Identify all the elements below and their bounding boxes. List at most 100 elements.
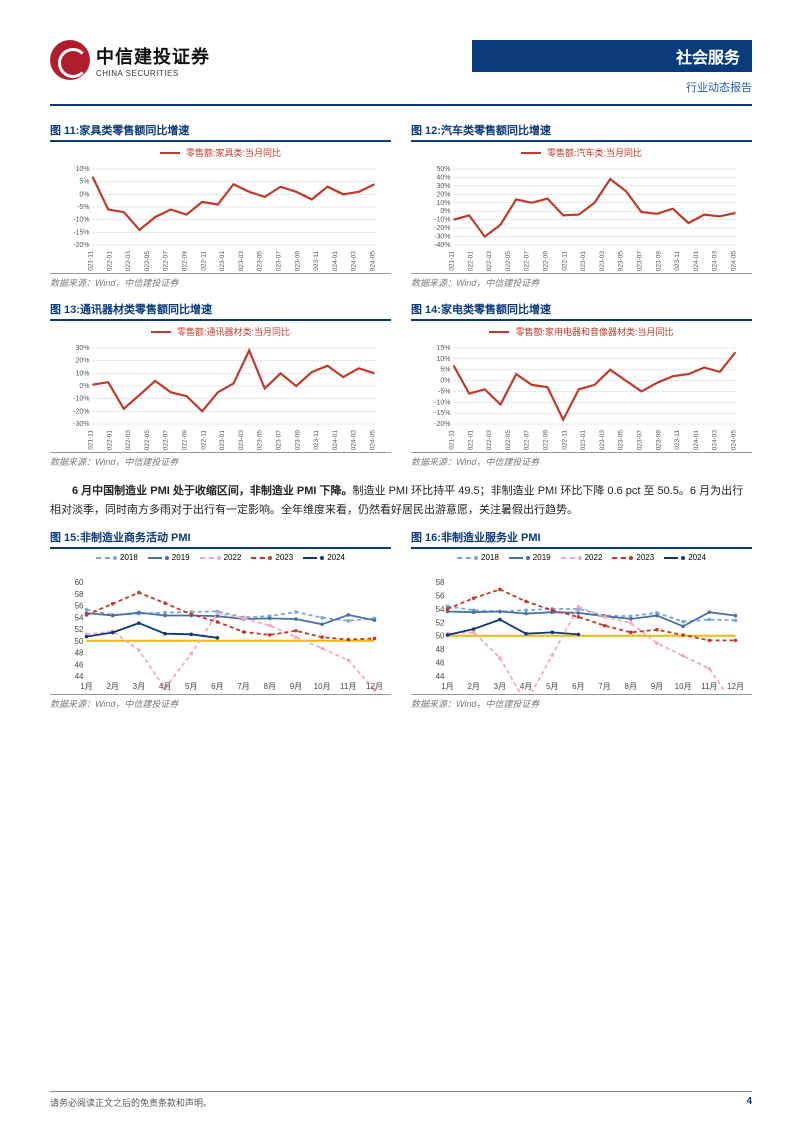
svg-text:2023-05: 2023-05 bbox=[257, 430, 264, 450]
legend-year: 2018 bbox=[481, 553, 499, 562]
svg-text:2022-11: 2022-11 bbox=[200, 430, 207, 450]
svg-text:6月: 6月 bbox=[211, 682, 223, 691]
svg-text:2022-09: 2022-09 bbox=[543, 251, 550, 271]
svg-text:20%: 20% bbox=[75, 358, 89, 365]
legend-label: 零售额:通讯器材类:当月同比 bbox=[177, 325, 290, 338]
svg-text:54: 54 bbox=[436, 605, 445, 614]
svg-text:4月: 4月 bbox=[159, 682, 171, 691]
svg-text:2022-03: 2022-03 bbox=[125, 430, 132, 450]
legend-swatch bbox=[96, 557, 110, 559]
svg-text:-15%: -15% bbox=[73, 229, 89, 236]
legend-label: 零售额:汽车类:当月同比 bbox=[547, 146, 642, 159]
svg-text:-10%: -10% bbox=[434, 217, 450, 224]
svg-text:2024-03: 2024-03 bbox=[712, 430, 719, 450]
page-footer: 请务必阅读正文之后的免责条款和声明。 4 bbox=[50, 1091, 752, 1109]
svg-text:7月: 7月 bbox=[598, 682, 610, 691]
svg-text:2024-03: 2024-03 bbox=[351, 251, 358, 271]
svg-text:10%: 10% bbox=[75, 370, 89, 377]
svg-text:2023-01: 2023-01 bbox=[219, 251, 226, 271]
svg-text:2月: 2月 bbox=[467, 682, 479, 691]
svg-text:2022-07: 2022-07 bbox=[163, 430, 170, 450]
svg-text:48: 48 bbox=[75, 649, 84, 658]
svg-text:52: 52 bbox=[436, 619, 445, 628]
svg-text:56: 56 bbox=[436, 592, 445, 601]
svg-text:2023-03: 2023-03 bbox=[238, 251, 245, 271]
svg-text:12月: 12月 bbox=[727, 682, 744, 691]
legend-item: 2019 bbox=[148, 553, 190, 562]
bottom-chart-grid: 图 15:非制造业商务活动 PMI 2018 2019 2022 2023 20… bbox=[50, 529, 752, 710]
legend-swatch bbox=[251, 557, 265, 559]
legend-swatch bbox=[561, 557, 575, 559]
svg-text:2024-05: 2024-05 bbox=[370, 430, 377, 450]
chart-card-15: 图 15:非制造业商务活动 PMI 2018 2019 2022 2023 20… bbox=[50, 529, 391, 710]
legend-item: 2023 bbox=[251, 553, 293, 562]
legend-dot-icon bbox=[681, 556, 685, 560]
svg-text:2023-11: 2023-11 bbox=[313, 251, 320, 271]
legend-swatch bbox=[148, 557, 162, 559]
svg-text:2021-11: 2021-11 bbox=[449, 430, 456, 450]
svg-text:2023-05: 2023-05 bbox=[618, 430, 625, 450]
svg-text:-20%: -20% bbox=[434, 225, 450, 232]
svg-text:2023-07: 2023-07 bbox=[276, 251, 283, 271]
svg-text:2022-01: 2022-01 bbox=[106, 430, 113, 450]
legend-item: 2022 bbox=[200, 553, 242, 562]
svg-text:10月: 10月 bbox=[675, 682, 692, 691]
svg-text:52: 52 bbox=[75, 625, 84, 634]
svg-text:30%: 30% bbox=[436, 183, 450, 190]
svg-text:-10%: -10% bbox=[73, 396, 89, 403]
svg-text:12月: 12月 bbox=[366, 682, 383, 691]
svg-text:44: 44 bbox=[436, 672, 445, 681]
svg-text:2023-09: 2023-09 bbox=[655, 430, 662, 450]
top-chart-grid: 图 11:家具类零售额同比增速 零售额:家具类:当月同比 -20%-15%-10… bbox=[50, 122, 752, 468]
svg-text:2023-01: 2023-01 bbox=[580, 251, 587, 271]
legend-swatch bbox=[489, 331, 509, 333]
svg-text:30%: 30% bbox=[75, 345, 89, 352]
svg-text:2023-11: 2023-11 bbox=[674, 251, 681, 271]
legend-item: 2023 bbox=[612, 553, 654, 562]
svg-text:-30%: -30% bbox=[434, 234, 450, 241]
svg-text:2022-07: 2022-07 bbox=[524, 251, 531, 271]
header-rule bbox=[50, 104, 752, 106]
svg-text:44: 44 bbox=[75, 672, 84, 681]
svg-text:10%: 10% bbox=[436, 356, 450, 363]
chart-legend: 零售额:家用电器和音像器材类:当月同比 bbox=[411, 325, 752, 338]
svg-text:4月: 4月 bbox=[520, 682, 532, 691]
chart-plot: 4446485052545658601月2月3月4月5月6月7月8月9月10月1… bbox=[50, 562, 391, 692]
svg-text:2023-09: 2023-09 bbox=[655, 251, 662, 271]
legend-item: 2018 bbox=[457, 553, 499, 562]
chart-card-13: 图 13:通讯器材类零售额同比增速 零售额:通讯器材类:当月同比 -30%-20… bbox=[50, 301, 391, 468]
chart-legend: 零售额:汽车类:当月同比 bbox=[411, 146, 752, 159]
legend-year: 2024 bbox=[327, 553, 345, 562]
svg-text:2022-05: 2022-05 bbox=[144, 251, 151, 271]
svg-text:2022-11: 2022-11 bbox=[561, 251, 568, 271]
svg-text:-5%: -5% bbox=[77, 204, 89, 211]
legend-year: 2019 bbox=[533, 553, 551, 562]
legend-year: 2023 bbox=[275, 553, 293, 562]
svg-text:2022-03: 2022-03 bbox=[125, 251, 132, 271]
chart-plot: -30%-20%-10%0%10%20%30%2021-112022-01202… bbox=[50, 340, 391, 450]
svg-text:-10%: -10% bbox=[434, 399, 450, 406]
legend-dot-icon bbox=[165, 556, 169, 560]
legend-swatch bbox=[200, 557, 214, 559]
chart-plot: -20%-15%-10%-5%0%5%10%15%2021-112022-012… bbox=[411, 340, 752, 450]
report-type: 行业动态报告 bbox=[686, 82, 752, 94]
svg-text:2023-11: 2023-11 bbox=[313, 430, 320, 450]
svg-text:2021-11: 2021-11 bbox=[88, 251, 95, 271]
legend-swatch bbox=[612, 557, 626, 559]
svg-text:2024-05: 2024-05 bbox=[731, 251, 738, 271]
svg-text:2024-03: 2024-03 bbox=[351, 430, 358, 450]
svg-text:2023-09: 2023-09 bbox=[294, 430, 301, 450]
body-paragraph: 6 月中国制造业 PMI 处于收缩区间，非制造业 PMI 下降。制造业 PMI … bbox=[50, 482, 752, 519]
legend-dot-icon bbox=[217, 556, 221, 560]
svg-text:-20%: -20% bbox=[73, 242, 89, 249]
svg-text:10月: 10月 bbox=[314, 682, 331, 691]
svg-text:2022-11: 2022-11 bbox=[561, 430, 568, 450]
svg-text:2023-01: 2023-01 bbox=[219, 430, 226, 450]
legend-dot-icon bbox=[629, 556, 633, 560]
legend-dot-icon bbox=[113, 556, 117, 560]
svg-text:0%: 0% bbox=[79, 191, 89, 198]
svg-text:1月: 1月 bbox=[441, 682, 453, 691]
chart-card-12: 图 12:汽车类零售额同比增速 零售额:汽车类:当月同比 -40%-30%-20… bbox=[411, 122, 752, 289]
svg-text:11月: 11月 bbox=[701, 682, 717, 691]
svg-text:2023-05: 2023-05 bbox=[618, 251, 625, 271]
